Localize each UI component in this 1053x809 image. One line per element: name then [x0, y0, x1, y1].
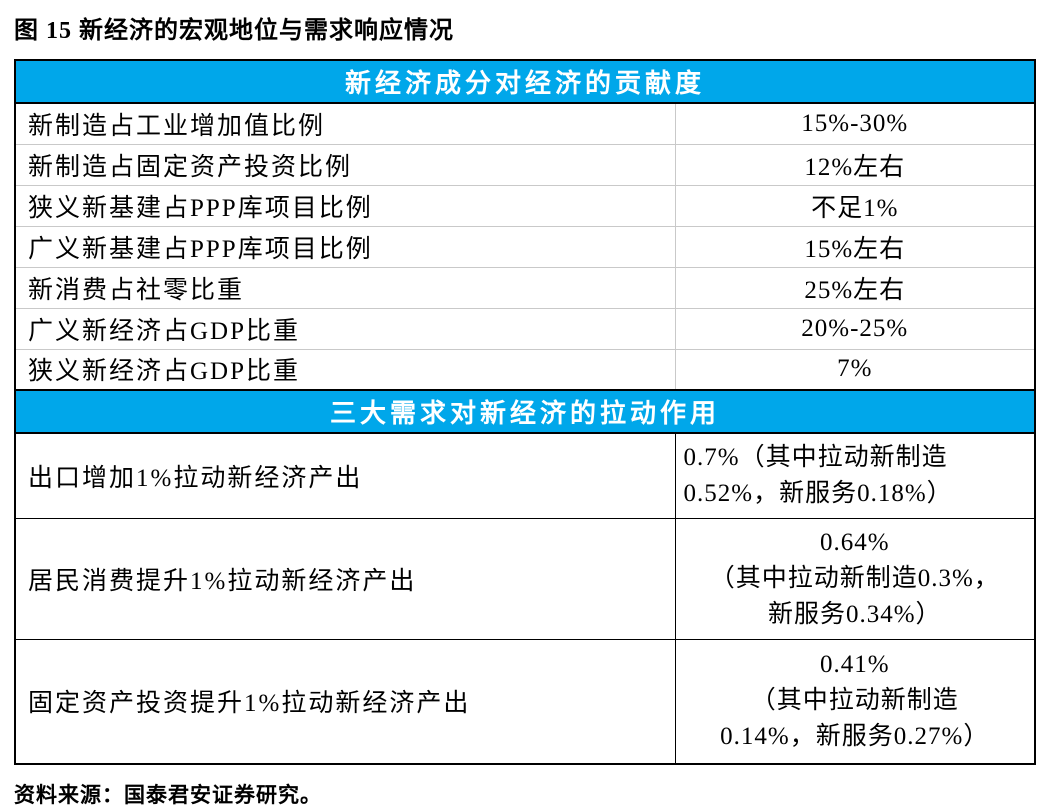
row-label: 狭义新基建占PPP库项目比例 [14, 184, 676, 227]
value-line: （其中拉动新制造 [750, 687, 959, 715]
row-label: 新制造占工业增加值比例 [14, 102, 676, 145]
row-label: 出口增加1%拉动新经济产出 [14, 432, 676, 519]
section-header-row: 新经济成分对经济的贡献度 [13, 59, 1037, 104]
row-value: 15%左右 [674, 225, 1036, 268]
table-row: 新制造占固定资产投资比例 12%左右 [14, 143, 1036, 186]
value-line: 0.64% [819, 529, 890, 556]
value-line: 新服务0.34%） [767, 601, 942, 628]
row-value: 15%-30% [674, 102, 1036, 145]
row-value: 20%-25% [674, 307, 1036, 350]
table-row: 新消费占社零比重 25%左右 [14, 266, 1036, 309]
row-label: 新消费占社零比重 [14, 266, 676, 309]
value-line: 0.14%，新服务0.27%） [720, 723, 990, 751]
table-row: 出口增加1%拉动新经济产出 0.7%（其中拉动新制造 0.52%，新服务0.18… [14, 432, 1036, 519]
value-line: （其中拉动新制造0.3%， [709, 565, 1000, 592]
row-value: 7% [674, 348, 1036, 391]
row-value: 12%左右 [674, 143, 1036, 186]
row-label: 广义新基建占PPP库项目比例 [14, 225, 676, 268]
row-value: 0.7%（其中拉动新制造 0.52%，新服务0.18%） [674, 432, 1036, 519]
section-2-header: 三大需求对新经济的拉动作用 [13, 389, 1037, 434]
value-line: 0.41% [819, 651, 890, 679]
row-value: 0.64% （其中拉动新制造0.3%， 新服务0.34%） [674, 518, 1036, 640]
row-value: 0.41% （其中拉动新制造 0.14%，新服务0.27%） [674, 639, 1036, 764]
row-label: 广义新经济占GDP比重 [14, 307, 676, 350]
table-row: 固定资产投资提升1%拉动新经济产出 0.41% （其中拉动新制造 0.14%，新… [14, 639, 1036, 764]
value-line: 0.52%，新服务0.18%） [683, 480, 953, 507]
section-header-row: 三大需求对新经济的拉动作用 [13, 389, 1037, 434]
table-row: 狭义新经济占GDP比重 7% [14, 348, 1036, 391]
row-label: 新制造占固定资产投资比例 [14, 143, 676, 186]
section-1-header: 新经济成分对经济的贡献度 [13, 59, 1037, 104]
value-line: 0.7%（其中拉动新制造 [683, 444, 948, 471]
table-row: 广义新经济占GDP比重 20%-25% [14, 307, 1036, 350]
table-row: 广义新基建占PPP库项目比例 15%左右 [14, 225, 1036, 268]
source-attribution: 资料来源：国泰君安证券研究。 [14, 782, 322, 807]
row-value: 25%左右 [674, 266, 1036, 309]
row-label: 固定资产投资提升1%拉动新经济产出 [14, 639, 676, 764]
row-value: 不足1% [674, 184, 1036, 227]
macro-contribution-table: 新经济成分对经济的贡献度 新制造占工业增加值比例 15%-30% 新制造占固定资… [13, 59, 1037, 765]
table-row: 新制造占工业增加值比例 15%-30% [14, 102, 1036, 145]
figure-title: 图 15 新经济的宏观地位与需求响应情况 [14, 18, 454, 44]
table-row: 狭义新基建占PPP库项目比例 不足1% [14, 184, 1036, 227]
table-row: 居民消费提升1%拉动新经济产出 0.64% （其中拉动新制造0.3%， 新服务0… [14, 518, 1036, 640]
row-label: 狭义新经济占GDP比重 [14, 348, 676, 391]
row-label: 居民消费提升1%拉动新经济产出 [14, 518, 676, 640]
